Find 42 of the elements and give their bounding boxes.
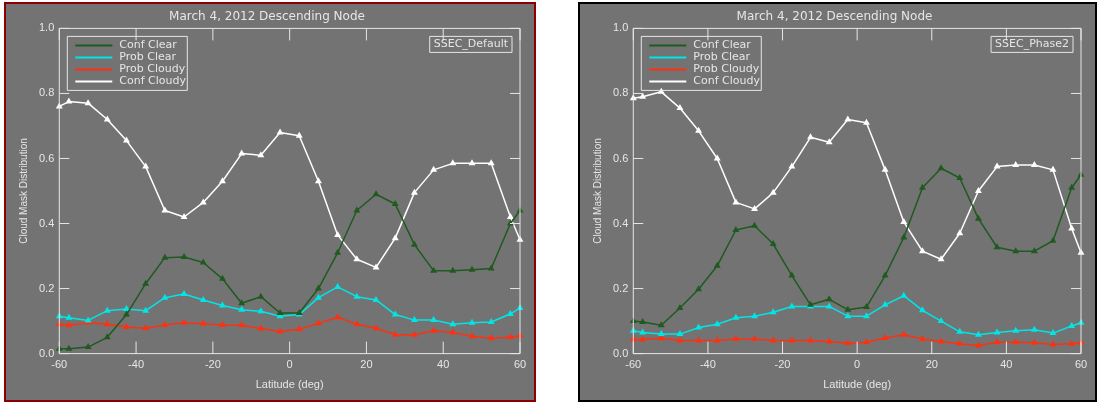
y-tick-label: 0.8 xyxy=(612,86,629,99)
y-tick-label: 0.2 xyxy=(612,281,629,294)
x-tick-label: 20 xyxy=(360,358,373,371)
x-tick-label: -60 xyxy=(51,358,68,371)
x-tick-label: 0 xyxy=(854,358,861,371)
x-tick-label: 60 xyxy=(1074,358,1088,371)
annotation: SSEC_Phase2 xyxy=(995,37,1070,51)
x-tick-label: -40 xyxy=(128,358,145,371)
legend-label: Prob Cloudy xyxy=(119,62,186,76)
x-tick-label: -20 xyxy=(204,358,221,371)
x-tick-label: 0 xyxy=(286,358,293,371)
legend-label: Conf Cloudy xyxy=(119,74,187,88)
legend-label: Conf Clear xyxy=(693,38,752,52)
y-tick-label: 0.8 xyxy=(38,86,55,99)
legend-label: Prob Cloudy xyxy=(693,62,760,76)
x-axis-title: Latitude (deg) xyxy=(255,378,324,391)
y-axis-title: Cloud Mask Distribution xyxy=(17,138,29,244)
y-tick-label: 0.6 xyxy=(612,151,629,164)
legend-label: Conf Clear xyxy=(119,38,178,52)
x-axis-title: Latitude (deg) xyxy=(823,378,892,391)
y-axis-title: Cloud Mask Distribution xyxy=(591,138,603,244)
x-tick-label: 20 xyxy=(925,358,938,371)
y-tick-label: 0.2 xyxy=(38,281,55,294)
x-tick-label: -20 xyxy=(774,358,791,371)
y-tick-label: 0.6 xyxy=(38,151,55,164)
y-tick-label: 0.0 xyxy=(38,346,55,359)
x-tick-label: 40 xyxy=(437,358,450,371)
y-tick-label: 0.0 xyxy=(612,346,629,359)
x-tick-label: 40 xyxy=(1000,358,1013,371)
chart-title: March 4, 2012 Descending Node xyxy=(736,9,933,24)
y-tick-label: 1.0 xyxy=(38,21,55,34)
legend-label: Prob Clear xyxy=(693,50,751,64)
x-tick-label: 60 xyxy=(513,358,527,371)
y-tick-label: 0.4 xyxy=(612,216,629,229)
chart-title: March 4, 2012 Descending Node xyxy=(169,9,365,24)
y-tick-label: 0.4 xyxy=(38,216,55,229)
annotation: SSEC_Default xyxy=(433,37,509,51)
x-tick-label: -60 xyxy=(625,358,642,371)
legend-label: Prob Clear xyxy=(119,50,177,64)
y-tick-label: 1.0 xyxy=(612,21,629,34)
legend-label: Conf Cloudy xyxy=(693,74,761,88)
x-tick-label: -40 xyxy=(699,358,716,371)
